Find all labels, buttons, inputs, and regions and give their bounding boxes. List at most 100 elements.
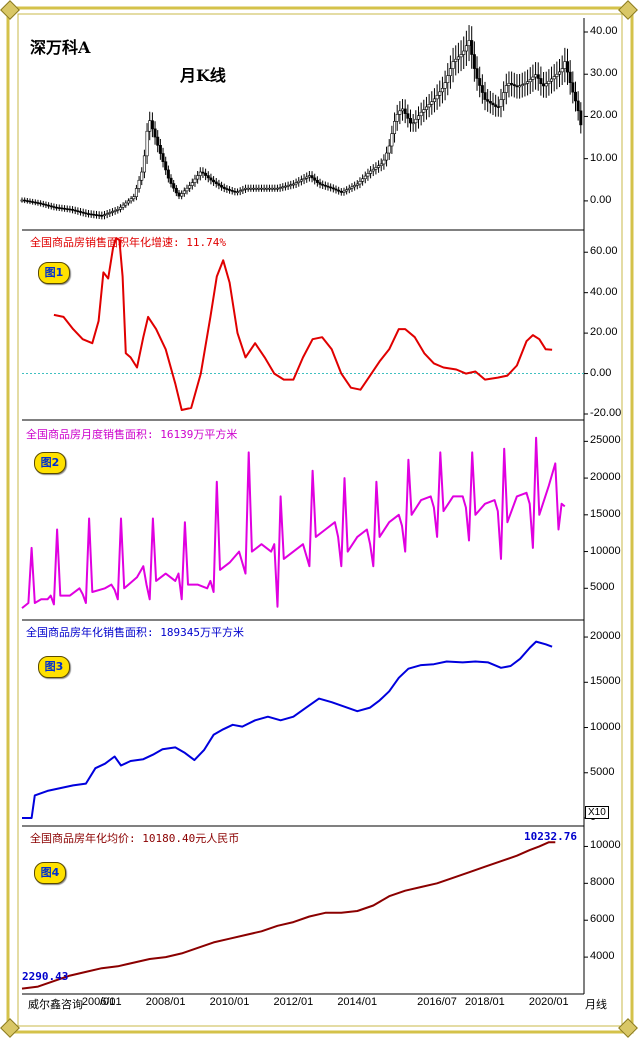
price-candle-body (486, 99, 490, 102)
price-candle-body (390, 133, 394, 147)
price-candle-body (190, 182, 194, 186)
x-axis-tick-label: 2010/01 (209, 996, 250, 1008)
price-candle-body (95, 214, 99, 216)
price-candle-body (214, 181, 218, 184)
chart4-axis-tick-label: 6000 (590, 913, 615, 926)
price-candle-body (531, 76, 535, 80)
price-candle-body (329, 186, 333, 189)
price-candle-body (198, 171, 202, 176)
price-candle-body (496, 106, 500, 108)
chart4-badge: 图4 (34, 862, 66, 884)
chart3-axis-tick-label: 20000 (590, 630, 621, 643)
price-candle-body (547, 80, 551, 84)
price-candle-body (563, 61, 567, 69)
chart1-title: 全国商品房销售面积年化增速: 11.74% (30, 236, 226, 249)
chart1-axis-tick-label: -20.00 (590, 407, 622, 419)
price-candle-body (331, 187, 335, 190)
price-candle-body (566, 61, 570, 73)
price-candle-body (177, 192, 181, 197)
price-candle-body (302, 178, 306, 181)
price-candle-body (310, 175, 314, 179)
chart1-axis-tick-label: 0.00 (590, 366, 612, 379)
price-candle-body (172, 183, 176, 189)
price-candle-body (323, 184, 327, 187)
price-candle-body (283, 185, 287, 188)
price-candle-body (321, 184, 325, 186)
price-candle-body (169, 177, 173, 184)
price-candle-body (265, 187, 269, 190)
chart1-axis-tick-label: 60.00 (590, 245, 618, 258)
inner-border (17, 13, 623, 1027)
x-axis-tick-label: 2006/01 (81, 996, 122, 1008)
price-candle-body (92, 213, 96, 216)
price-candle-body (350, 186, 354, 189)
chart4-end-label: 10232.76 (524, 830, 577, 843)
price-candle-body (76, 210, 80, 213)
price-candle-body (89, 213, 93, 216)
price-candle-body (148, 120, 152, 132)
price-candle-body (337, 189, 341, 192)
price-candle-body (552, 76, 556, 80)
price-candle-body (435, 95, 439, 100)
price-candle-body (201, 171, 205, 174)
price-candle-body (427, 104, 431, 108)
price-candle-body (369, 170, 373, 174)
stock-name: 深万科A (30, 38, 91, 57)
price-candle-body (528, 79, 532, 83)
price-candle-body (467, 40, 471, 47)
price-candle-body (158, 144, 162, 154)
price-candle-body (512, 84, 516, 87)
price-candle-body (230, 190, 234, 192)
price-candle-body (132, 196, 136, 200)
price-candle-body (363, 175, 367, 180)
price-candle-body (558, 71, 562, 75)
price-candle-body (422, 109, 426, 113)
chart3-axis-tick-label: 10000 (590, 720, 621, 733)
price-candle-body (382, 159, 386, 165)
price-candle-body (161, 153, 165, 163)
price-candle-body (526, 81, 530, 84)
price-candle-body (297, 180, 301, 183)
chart1-axis-tick-label: 40.00 (590, 285, 618, 298)
price-candle-body (456, 56, 460, 60)
price-candle-body (440, 87, 444, 93)
price-candle-body (36, 202, 40, 204)
price-candle-body (504, 85, 508, 93)
price-candle-body (398, 110, 402, 115)
price-candle-body (523, 83, 527, 85)
price-candle-body (443, 82, 447, 89)
price-candle-body (185, 187, 189, 192)
price-candle-body (515, 85, 519, 88)
price-candle-body (339, 190, 343, 193)
price-candle-body (576, 100, 580, 112)
price-candle-body (57, 207, 61, 209)
price-candle-body (182, 190, 186, 194)
price-candle-body (371, 168, 375, 172)
price-candle-body (217, 183, 221, 186)
price-candle-body (278, 187, 282, 189)
price-candle-body (358, 181, 362, 185)
price-candle-body (478, 78, 482, 86)
price-candle-body (448, 68, 452, 76)
price-candle-body (424, 106, 428, 110)
price-candle-body (84, 212, 88, 215)
price-candle-body (108, 212, 112, 214)
price-candle-body (87, 213, 91, 215)
price-candle-body (393, 121, 397, 134)
price-candle-body (206, 175, 210, 179)
chart2-axis-tick-label: 10000 (590, 544, 621, 557)
x-axis-tick-label: 2020/01 (528, 996, 569, 1008)
price-candle-body (222, 186, 226, 189)
price-axis-tick-label: 30.00 (590, 67, 618, 80)
price-candle-body (334, 188, 338, 191)
price-candle-body (23, 199, 27, 202)
x-axis-tick-label: /01 (100, 996, 116, 1008)
price-candle-body (28, 200, 32, 203)
price-candle-body (100, 215, 104, 217)
price-candle-body (488, 101, 492, 104)
chart1-badge: 图1 (38, 262, 70, 284)
chart2-axis-tick-label: 25000 (590, 434, 621, 447)
price-candle-body (281, 186, 285, 189)
